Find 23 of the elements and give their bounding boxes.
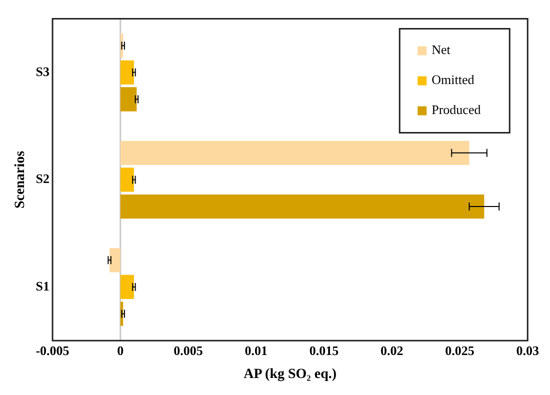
x-tick-label: 0.005 [174,342,204,358]
bar [110,248,120,272]
x-axis-title: AP (kg SO₂ eq.) [244,367,337,382]
legend-label: Omitted [432,72,475,88]
bar [120,87,137,112]
x-tick-label: 0.03 [516,342,540,358]
bar [120,168,134,192]
y-axis-title: Scenarios [13,150,28,208]
y-tick-label: S2 [36,171,50,186]
bar [120,140,470,165]
x-tick-label: 0.02 [380,342,404,358]
x-tick-label: -0.005 [36,342,70,358]
bar [120,60,134,84]
x-tick-label: 0.01 [244,342,268,358]
y-tick-label: S1 [36,278,50,294]
x-tick-label: 0.025 [445,342,475,358]
y-tick-label: S3 [36,64,50,79]
bar [120,274,134,300]
x-tick-label: 0.015 [309,342,340,358]
legend-label: Net [432,42,451,58]
legend-label: Produced [432,102,482,118]
x-tick-label: 0 [117,342,124,358]
bar [120,194,484,219]
